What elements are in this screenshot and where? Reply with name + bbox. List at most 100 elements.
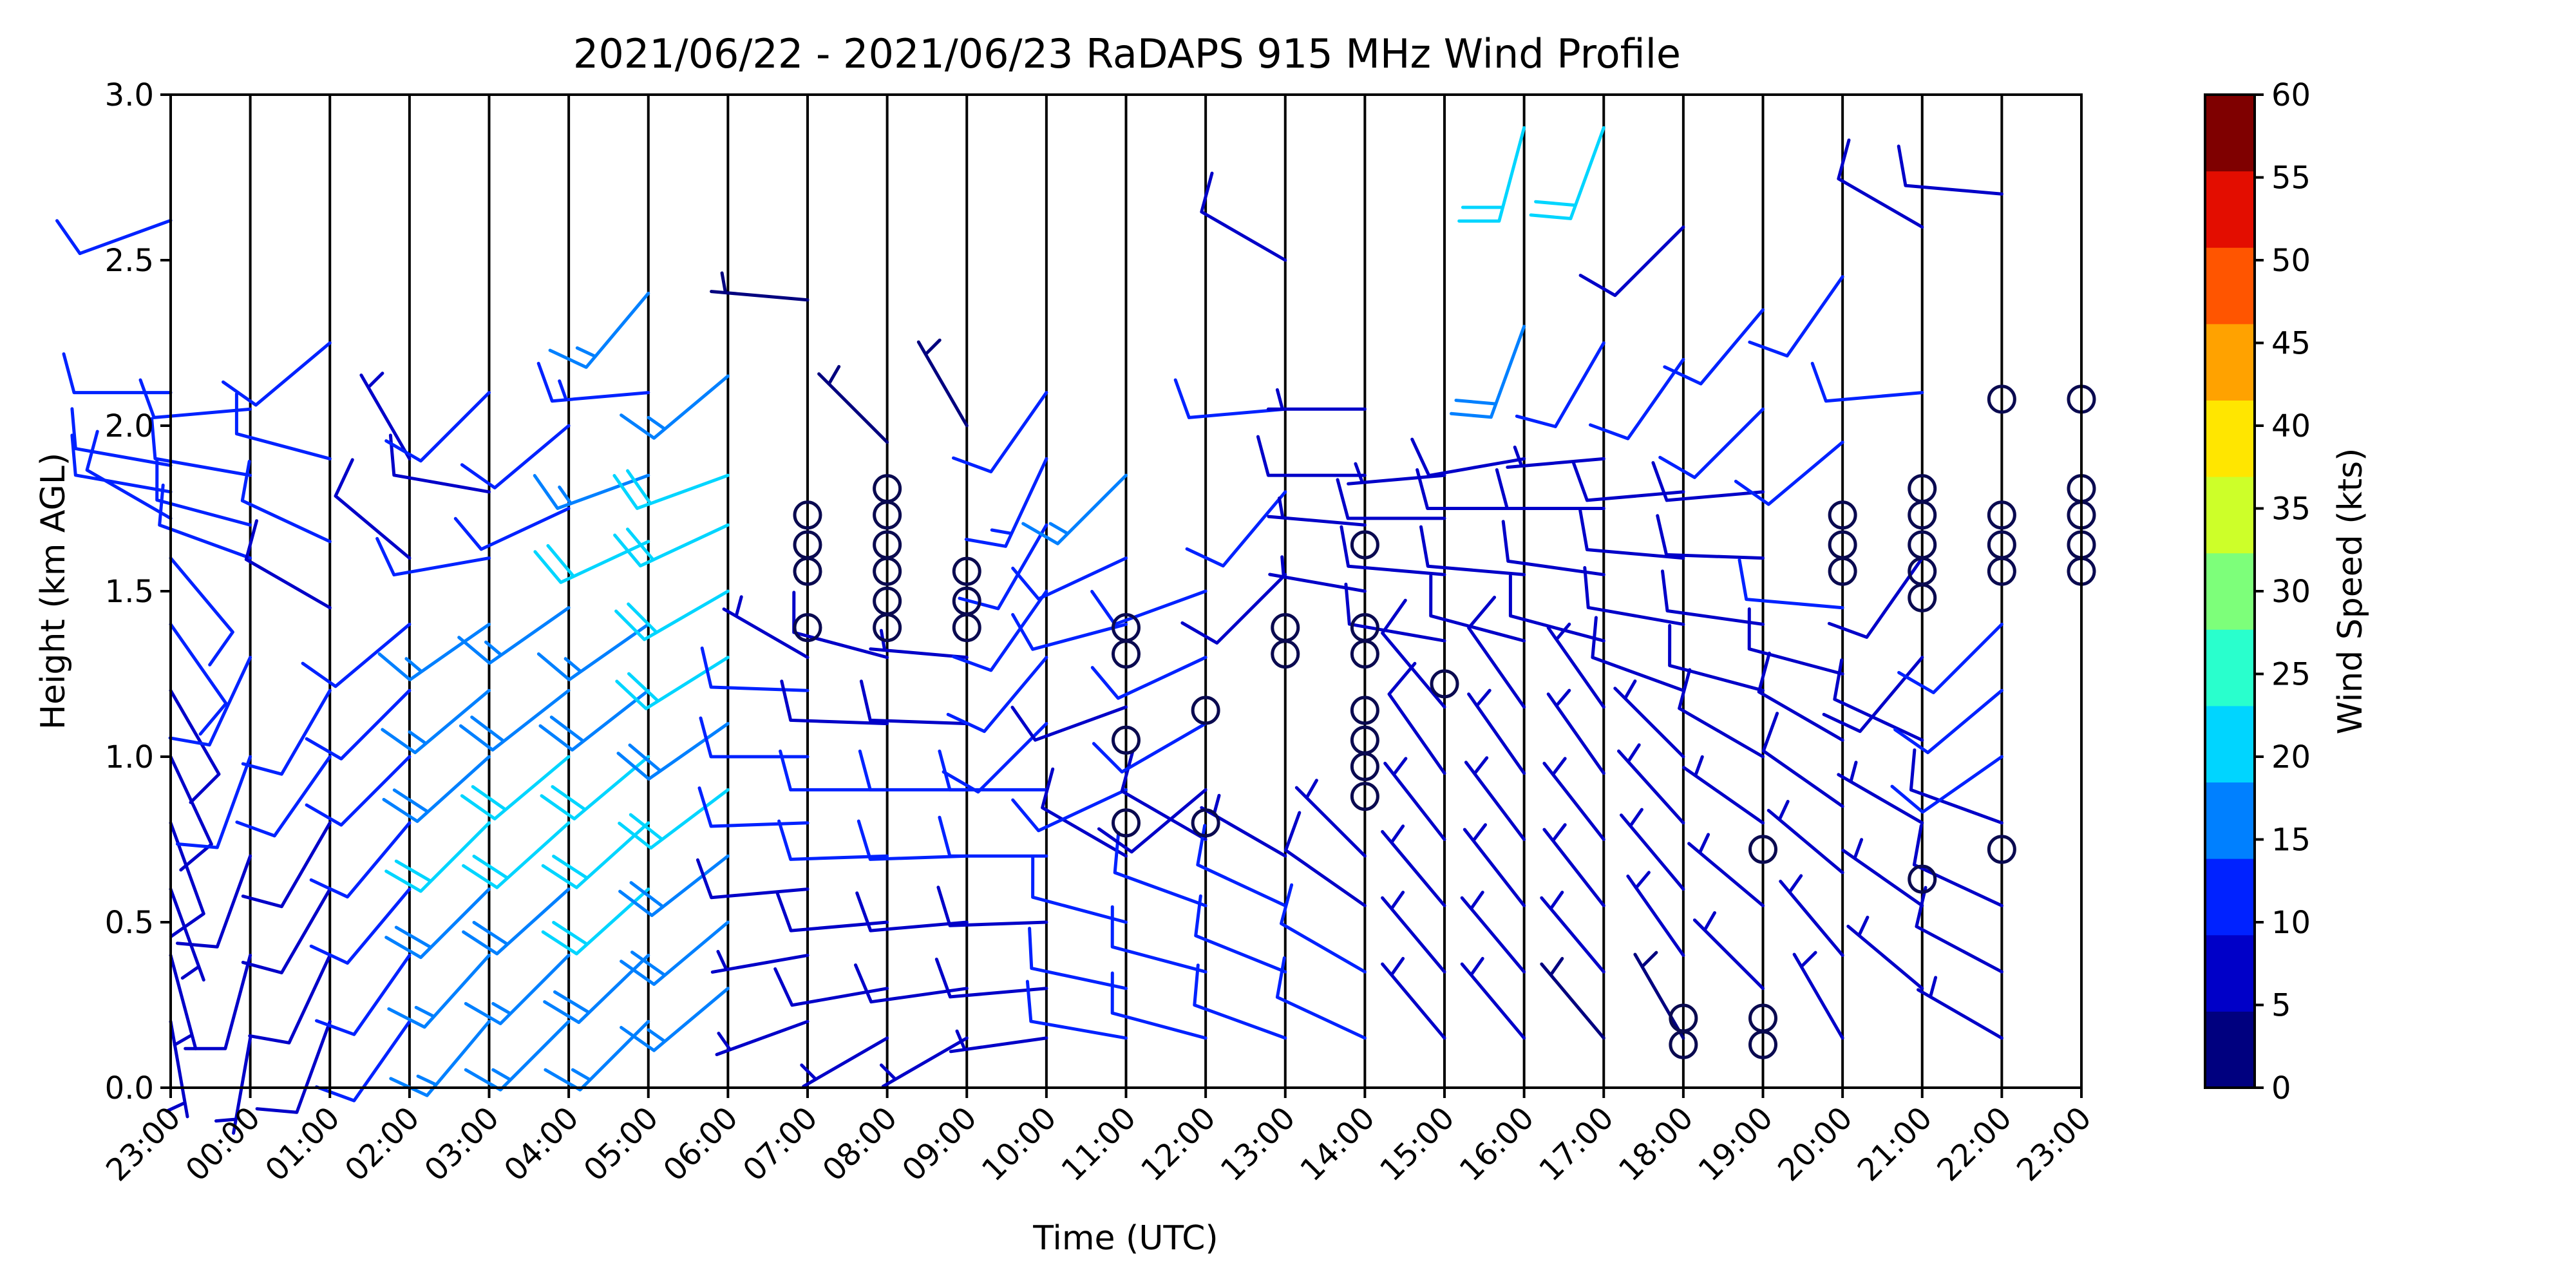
wind-barb bbox=[459, 688, 571, 752]
wind-barb bbox=[1200, 793, 1287, 858]
colorbar-band bbox=[2205, 629, 2255, 706]
wind-barb bbox=[1457, 126, 1526, 223]
calm-marker bbox=[1828, 530, 1857, 560]
wind-barb bbox=[1540, 956, 1605, 1040]
wind-barb bbox=[616, 722, 730, 781]
colorbar-band bbox=[2205, 934, 2255, 1012]
y-tick-label: 2.5 bbox=[105, 243, 154, 279]
wind-barb bbox=[1658, 407, 1765, 479]
calm-marker bbox=[793, 530, 822, 560]
wind-barb bbox=[1340, 525, 1446, 576]
wind-barb bbox=[387, 953, 491, 1029]
wind-barb bbox=[1097, 788, 1208, 854]
wind-barb bbox=[1546, 622, 1605, 709]
wind-barb bbox=[1633, 951, 1685, 1040]
wind-barb bbox=[618, 854, 730, 917]
wind-barb bbox=[1738, 558, 1844, 610]
x-tick-label: 16:00 bbox=[1453, 1100, 1541, 1188]
x-tick-label: 19:00 bbox=[1692, 1100, 1780, 1188]
wind-barb bbox=[1092, 722, 1208, 774]
y-tick-label: 3.0 bbox=[105, 77, 154, 113]
wind-barb bbox=[1344, 582, 1446, 643]
wind-barb bbox=[942, 722, 1048, 794]
wind-barb bbox=[460, 424, 571, 489]
wind-barb bbox=[241, 887, 332, 974]
wind-barb bbox=[377, 622, 491, 681]
wind-barb bbox=[1692, 911, 1765, 990]
wind-barb bbox=[1501, 520, 1605, 576]
wind-barb bbox=[1687, 833, 1765, 907]
wind-barb bbox=[1578, 225, 1685, 298]
calm-marker bbox=[1350, 696, 1379, 725]
wind-barb bbox=[1833, 658, 1924, 742]
wind-barb bbox=[880, 1036, 969, 1088]
calm-marker bbox=[1430, 669, 1459, 699]
calm-marker bbox=[1112, 725, 1141, 755]
wind-barb bbox=[620, 920, 730, 986]
wind-barb bbox=[1827, 556, 1924, 639]
x-tick-label: 23:00 bbox=[2010, 1100, 2098, 1188]
colorbar-tick-label: 10 bbox=[2271, 905, 2311, 941]
wind-barb bbox=[1766, 800, 1844, 875]
wind-barb bbox=[777, 819, 889, 861]
wind-barb bbox=[1613, 679, 1685, 759]
wind-barb bbox=[1837, 761, 1924, 825]
y-tick-label: 1.5 bbox=[105, 574, 154, 610]
wind-barb bbox=[1897, 622, 2003, 694]
wind-barb bbox=[1467, 688, 1526, 775]
colorbar-tick-label: 30 bbox=[2271, 574, 2311, 610]
x-tick-label: 10:00 bbox=[975, 1100, 1063, 1188]
x-tick-label: 11:00 bbox=[1055, 1100, 1143, 1188]
wind-barb bbox=[936, 886, 1048, 927]
wind-barb bbox=[1897, 144, 2003, 196]
wind-barb bbox=[1410, 437, 1526, 477]
wind-barb bbox=[1463, 823, 1526, 907]
wind-barb bbox=[1021, 473, 1128, 545]
wind-barb bbox=[1734, 440, 1844, 506]
wind-barb bbox=[255, 1019, 332, 1114]
wind-barb bbox=[235, 755, 332, 838]
wind-barb bbox=[384, 391, 491, 463]
wind-barb bbox=[1508, 574, 1605, 643]
calm-marker bbox=[1908, 474, 1937, 504]
wind-barb bbox=[1656, 514, 1765, 560]
calm-marker bbox=[873, 474, 902, 504]
x-tick-label: 01:00 bbox=[258, 1100, 346, 1188]
wind-barb bbox=[949, 1029, 1048, 1054]
x-tick-label: 15:00 bbox=[1373, 1100, 1461, 1188]
wind-barb bbox=[1090, 589, 1208, 626]
wind-barb bbox=[800, 1036, 889, 1088]
wind-barb bbox=[1275, 956, 1367, 1040]
wind-barb bbox=[1506, 445, 1605, 469]
wind-barb bbox=[1173, 378, 1287, 419]
wind-barb bbox=[168, 656, 252, 747]
wind-barb bbox=[1651, 461, 1765, 502]
plot-area bbox=[55, 93, 2096, 1135]
wind-barb bbox=[384, 821, 491, 893]
wind-barb bbox=[389, 1019, 491, 1097]
wind-barb bbox=[1256, 435, 1367, 477]
wind-barb bbox=[382, 755, 491, 823]
wind-barb bbox=[618, 788, 730, 850]
wind-barb bbox=[1757, 651, 1844, 742]
wind-barb bbox=[241, 821, 332, 909]
y-tick-label: 0.0 bbox=[105, 1070, 154, 1106]
calm-marker bbox=[1350, 613, 1379, 643]
wind-barb bbox=[1200, 171, 1287, 262]
wind-barb bbox=[222, 341, 332, 407]
wind-barb bbox=[543, 953, 650, 1025]
colorbar-tick-label: 60 bbox=[2271, 77, 2311, 113]
x-tick-label: 08:00 bbox=[816, 1100, 904, 1188]
wind-barb bbox=[859, 679, 969, 726]
wind-barb bbox=[533, 473, 650, 510]
calm-marker bbox=[952, 556, 981, 586]
wind-barb bbox=[1381, 824, 1446, 907]
x-tick-label: 22:00 bbox=[1930, 1100, 2018, 1188]
wind-barb bbox=[699, 716, 810, 759]
wind-barb bbox=[1266, 388, 1367, 411]
wind-barb bbox=[1668, 623, 1765, 692]
wind-barb bbox=[1180, 573, 1287, 645]
wind-barb bbox=[533, 540, 650, 584]
wind-barb bbox=[1626, 871, 1685, 957]
